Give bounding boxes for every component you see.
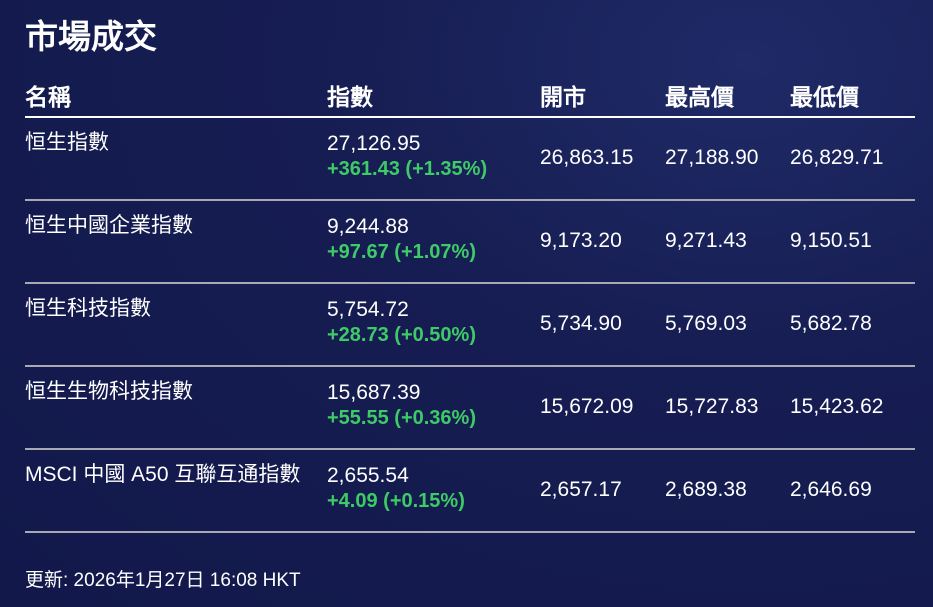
index-change: +55.55 (+0.36%) <box>327 407 476 429</box>
low-value: 2,646.69 <box>790 478 872 501</box>
low-value: 9,150.51 <box>790 229 872 252</box>
high-value: 15,727.83 <box>665 395 759 418</box>
header-high: 最高價 <box>665 84 734 110</box>
low-value: 26,829.71 <box>790 146 884 169</box>
page-title: 市場成交 <box>25 18 157 55</box>
header-index: 指數 <box>327 84 373 110</box>
header-open: 開市 <box>540 84 586 110</box>
high-value: 9,271.43 <box>665 229 747 252</box>
table-row: 恒生中國企業指數 9,244.88 +97.67 (+1.07%) 9,173.… <box>25 201 915 284</box>
index-change: +97.67 (+1.07%) <box>327 241 476 263</box>
open-value: 5,734.90 <box>540 312 622 335</box>
open-value: 9,173.20 <box>540 229 622 252</box>
table-header: 名稱 指數 開市 最高價 最低價 <box>25 70 915 118</box>
index-value: 9,244.88 <box>327 215 409 238</box>
high-value: 27,188.90 <box>665 146 759 169</box>
index-change: +361.43 (+1.35%) <box>327 158 488 180</box>
open-value: 15,672.09 <box>540 395 634 418</box>
table-row: 恒生指數 27,126.95 +361.43 (+1.35%) 26,863.1… <box>25 118 915 201</box>
header-low: 最低價 <box>790 84 859 110</box>
index-change: +4.09 (+0.15%) <box>327 490 465 512</box>
table-row: 恒生生物科技指數 15,687.39 +55.55 (+0.36%) 15,67… <box>25 367 915 450</box>
open-value: 26,863.15 <box>540 146 634 169</box>
high-value: 5,769.03 <box>665 312 747 335</box>
high-value: 2,689.38 <box>665 478 747 501</box>
index-value: 5,754.72 <box>327 298 409 321</box>
low-value: 15,423.62 <box>790 395 884 418</box>
index-name: 恒生科技指數 <box>25 297 151 320</box>
open-value: 2,657.17 <box>540 478 622 501</box>
index-value: 15,687.39 <box>327 381 421 404</box>
low-value: 5,682.78 <box>790 312 872 335</box>
index-change: +28.73 (+0.50%) <box>327 324 476 346</box>
index-value: 27,126.95 <box>327 132 421 155</box>
market-table: 名稱 指數 開市 最高價 最低價 恒生指數 27,126.95 +361.43 … <box>25 70 915 533</box>
index-name: MSCI 中國 A50 互聯互通指數 <box>25 463 301 486</box>
index-value: 2,655.54 <box>327 464 409 487</box>
header-name: 名稱 <box>25 84 71 110</box>
table-row: MSCI 中國 A50 互聯互通指數 2,655.54 +4.09 (+0.15… <box>25 450 915 533</box>
index-name: 恒生生物科技指數 <box>25 380 193 403</box>
index-name: 恒生指數 <box>25 131 109 154</box>
index-name: 恒生中國企業指數 <box>25 214 193 237</box>
update-timestamp: 更新: 2026年1月27日 16:08 HKT <box>25 570 301 591</box>
table-row: 恒生科技指數 5,754.72 +28.73 (+0.50%) 5,734.90… <box>25 284 915 367</box>
